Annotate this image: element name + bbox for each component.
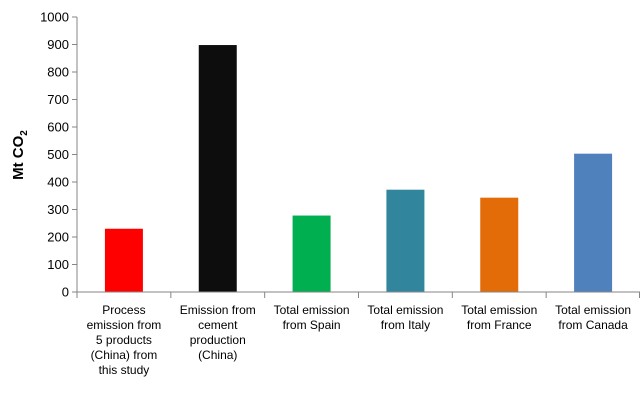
bars (104, 45, 613, 292)
y-axis-ticks: 0 100 200 300 400 500 600 700 800 900 1000 (40, 10, 77, 300)
x-tick-label: Total emission from Spain (274, 303, 350, 332)
y-tick-label: 700 (47, 92, 69, 107)
axes (76, 17, 640, 298)
y-tick-label: 900 (47, 37, 69, 52)
bar (386, 189, 425, 292)
y-tick-label: 600 (47, 120, 69, 135)
x-axis-labels: Process emission from 5 products (China) fr… (87, 303, 632, 377)
y-tick-label: 800 (47, 65, 69, 80)
x-tick-label: Process emission from 5 products (China) fr… (87, 303, 162, 377)
bar (480, 197, 519, 292)
y-tick-label: 100 (47, 257, 69, 272)
y-tick-label: 200 (47, 230, 69, 245)
x-tick-label: Total emission from France (461, 303, 537, 332)
y-tick-label: 300 (47, 202, 69, 217)
y-tick-label: 1000 (40, 10, 69, 25)
y-tick-label: 500 (47, 147, 69, 162)
bar (104, 228, 143, 292)
x-tick-label: Emission from cement production (China) (180, 303, 256, 362)
bar (574, 153, 613, 292)
bar (198, 45, 237, 292)
x-tick-label: Total emission from Canada (555, 303, 631, 332)
y-tick-label: 400 (47, 175, 69, 190)
y-axis-title: Mt CO2 (10, 130, 30, 180)
x-tick-label: Total emission from Italy (367, 303, 443, 332)
bar (292, 215, 331, 292)
y-tick-label: 0 (62, 285, 69, 300)
